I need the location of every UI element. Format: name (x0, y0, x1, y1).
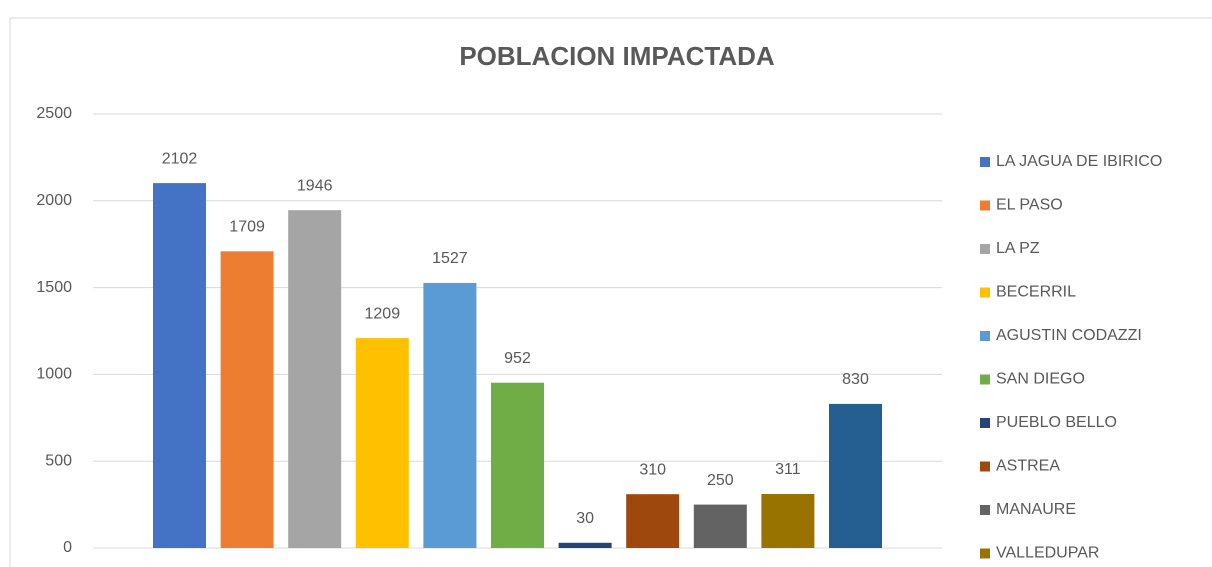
data-label: 1709 (229, 219, 265, 236)
bar (829, 403, 882, 548)
legend-label: ASTREA (996, 458, 1060, 475)
chart-title: POBLACION IMPACTADA (459, 41, 775, 71)
legend-swatch (980, 244, 990, 254)
data-label: 30 (576, 510, 594, 527)
legend-swatch (980, 418, 990, 428)
data-label: 250 (707, 472, 734, 489)
y-tick-label: 1000 (36, 366, 72, 383)
legend-swatch (980, 200, 990, 211)
legend-label: LA JAGUA DE IBIRICO (996, 153, 1162, 170)
data-label: 1946 (297, 177, 333, 194)
bar (355, 338, 409, 548)
data-label: 310 (639, 461, 666, 478)
data-label: 830 (842, 371, 869, 388)
data-label: 952 (504, 350, 531, 367)
data-label: 2102 (162, 150, 198, 167)
legend-swatch (980, 287, 990, 298)
legend-label: LA PZ (996, 240, 1040, 257)
legend-label: MANAURE (996, 501, 1076, 518)
data-label: 1209 (365, 305, 401, 322)
legend-label: VALLEDUPAR (996, 545, 1099, 562)
y-tick-label: 1500 (36, 279, 72, 296)
y-tick-label: 500 (45, 452, 72, 469)
data-label: 311 (775, 461, 801, 478)
bar (558, 542, 612, 548)
legend-label: SAN DIEGO (996, 371, 1085, 388)
bar (693, 504, 747, 548)
legend-label: EL PASO (996, 197, 1063, 214)
y-tick-label: 0 (63, 539, 72, 556)
bar (153, 183, 206, 548)
legend-swatch (980, 505, 990, 515)
bar (423, 282, 477, 548)
legend-swatch (980, 374, 990, 385)
legend-swatch (980, 548, 990, 559)
legend-label: AGUSTIN CODAZZI (996, 327, 1142, 344)
legend-swatch (980, 157, 990, 167)
bar (288, 210, 342, 549)
legend-swatch (980, 461, 990, 472)
bar (626, 494, 680, 548)
chart-border (9, 17, 1212, 567)
y-tick-label: 2500 (36, 105, 72, 122)
y-tick-label: 2000 (36, 192, 72, 209)
data-label: 1527 (432, 250, 468, 267)
legend-label: BECERRIL (996, 284, 1076, 301)
legend-label: PUEBLO BELLO (996, 414, 1117, 431)
legend-swatch (980, 331, 990, 341)
bar (761, 494, 815, 548)
bar (491, 382, 544, 548)
bar (220, 251, 274, 548)
